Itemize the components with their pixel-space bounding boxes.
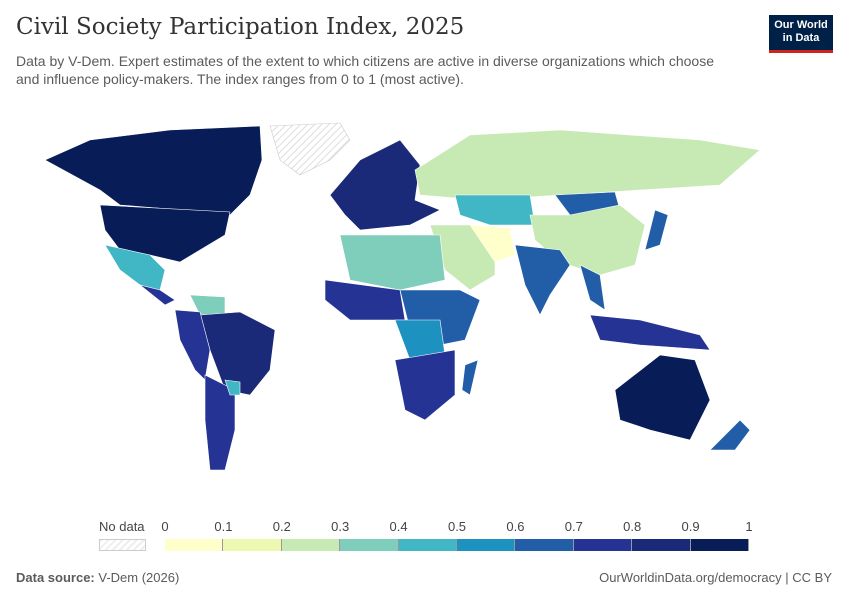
region-southern-africa[interactable] (394, 349, 456, 421)
legend-tick: 0.7 (564, 519, 583, 534)
logo-text: in Data (782, 32, 820, 44)
data-source: Data source: V-Dem (2026) (16, 570, 179, 585)
legend-tick: 0.1 (214, 519, 233, 534)
legend-bin[interactable] (515, 539, 574, 551)
legend-tick: 0 (161, 519, 169, 534)
footer-url[interactable]: OurWorldinData.org/democracy | CC BY (599, 570, 832, 585)
legend-tick: 1 (745, 519, 753, 534)
region-paraguay[interactable] (224, 379, 241, 396)
region-usa[interactable] (99, 204, 231, 263)
legend-bin[interactable] (632, 539, 691, 551)
world-map[interactable] (0, 110, 850, 510)
legend-bin[interactable] (223, 539, 282, 551)
region-central-asia[interactable] (454, 194, 536, 226)
legend-tick: 0.3 (331, 519, 350, 534)
region-india[interactable] (514, 244, 571, 316)
region-west-africa[interactable] (324, 279, 406, 321)
legend-tick: 0.2 (272, 519, 291, 534)
color-legend: No data 0 0.1 0.2 0.3 0.4 0.5 0.6 0.7 0.8 0.9 1 (0, 515, 850, 555)
region-europe[interactable] (329, 139, 441, 231)
owid-logo[interactable]: Our World in Data (769, 15, 833, 53)
chart-title: Civil Society Participation Index, 2025 (16, 14, 465, 40)
legend-bin[interactable] (456, 539, 516, 551)
legend-bin[interactable] (398, 539, 457, 551)
legend-tick: 0.8 (623, 519, 642, 534)
no-data-swatch (99, 539, 146, 551)
legend-bin[interactable] (281, 539, 341, 551)
source-value[interactable]: V-Dem (2026) (98, 570, 180, 585)
region-madagascar[interactable] (461, 359, 479, 396)
logo-text: Our World (774, 19, 828, 31)
region-greenland[interactable] (269, 122, 351, 176)
source-label: Data source: (16, 570, 95, 585)
legend-bin[interactable] (165, 539, 224, 551)
region-north-africa[interactable] (339, 234, 446, 291)
legend-bin[interactable] (573, 539, 633, 551)
legend-tick: 0.5 (447, 519, 467, 534)
region-indonesia[interactable] (589, 314, 711, 351)
region-russia[interactable] (414, 129, 761, 201)
legend-bin[interactable] (690, 539, 749, 551)
legend-tick: 0.4 (389, 519, 408, 534)
legend-tick: 0.6 (506, 519, 525, 534)
legend-bin[interactable] (340, 539, 399, 551)
region-se-asia[interactable] (579, 264, 606, 311)
legend-tick: 0.9 (681, 519, 700, 534)
legend-bins (165, 539, 749, 551)
region-central-america[interactable] (139, 284, 176, 306)
region-brazil[interactable] (199, 311, 276, 396)
chart-subtitle: Data by V-Dem. Expert estimates of the e… (16, 53, 715, 87)
region-japan[interactable] (644, 209, 669, 251)
no-data-label: No data (99, 519, 145, 534)
region-canada[interactable] (44, 125, 263, 216)
region-iran[interactable] (469, 224, 516, 263)
region-australia[interactable] (614, 354, 711, 441)
region-new-zealand[interactable] (709, 419, 751, 451)
